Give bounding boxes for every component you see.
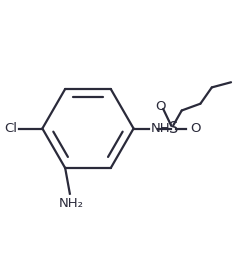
Text: Cl: Cl xyxy=(4,122,17,135)
Text: O: O xyxy=(155,100,166,113)
Text: NH: NH xyxy=(151,122,171,135)
Text: NH₂: NH₂ xyxy=(59,197,84,209)
Text: S: S xyxy=(169,121,178,136)
Text: O: O xyxy=(190,122,201,135)
